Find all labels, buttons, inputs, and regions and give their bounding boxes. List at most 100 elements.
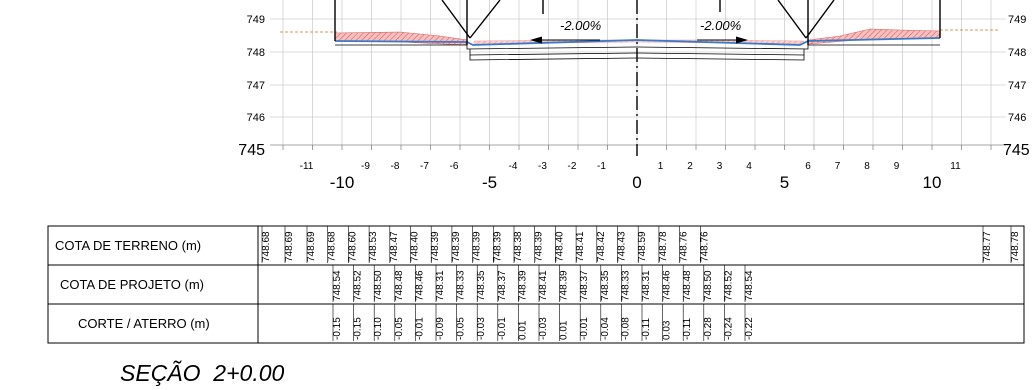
table-cell: 748.77	[982, 231, 993, 262]
offset-major-label: 0	[632, 173, 641, 192]
table-cell: -0.01	[579, 317, 590, 340]
table-cell: -0.28	[703, 317, 714, 340]
table-cell: 748.39	[492, 231, 503, 262]
table-cell: 0.01	[517, 320, 528, 340]
section-grid	[270, 0, 1006, 150]
table-cell: 748.54	[744, 270, 755, 301]
table-cell: 748.60	[347, 231, 358, 262]
section-title: SEÇÃO 2+0.00	[120, 360, 284, 386]
offset-major-label: 5	[780, 173, 789, 192]
table-cell: 748.31	[435, 270, 446, 301]
table-cell: 748.50	[373, 270, 384, 301]
left-brace-a	[441, 0, 471, 39]
table-cell: -0.15	[332, 317, 343, 340]
table-cell: 748.35	[476, 270, 487, 301]
table-cell: -0.05	[456, 317, 467, 340]
table-cell: -0.11	[641, 318, 652, 340]
table-cell: 748.39	[472, 231, 483, 262]
table-cell: 748.31	[641, 270, 652, 301]
table-cell: 748.42	[596, 231, 607, 262]
elev-right-748: 748	[1008, 47, 1026, 59]
table-cell: -0.04	[600, 317, 611, 340]
offset-minor-label: 6	[805, 161, 811, 172]
table-cell: 748.41	[538, 270, 549, 301]
table-cell: 748.39	[534, 231, 545, 262]
offset-minor-label: 11	[950, 161, 961, 172]
table-cell: 748.41	[575, 231, 586, 262]
left-slope-annotation: -2.00%	[530, 18, 601, 44]
table-cell: 748.47	[389, 231, 400, 262]
right-fill-area	[807, 28, 941, 45]
table-cell: -0.22	[744, 317, 755, 340]
table-cell: -0.03	[476, 317, 487, 340]
table-cell: 748.59	[637, 231, 648, 262]
table-cell: 748.40	[410, 231, 421, 262]
table-cell: -0.08	[620, 317, 631, 340]
table-cell: -0.03	[538, 317, 549, 340]
table-cell: 748.69	[306, 231, 317, 262]
table-cell: 748.68	[327, 231, 338, 262]
table-cell: 748.37	[497, 270, 508, 301]
table-cell: -0.05	[394, 317, 405, 340]
offset-major-label: 10	[923, 173, 942, 192]
table-cell: 748.69	[284, 231, 295, 262]
table-cell: 748.35	[600, 270, 611, 301]
table-cell: 748.53	[368, 231, 379, 262]
table-cell: 748.78	[1010, 231, 1021, 262]
right-brace-b	[805, 0, 835, 39]
offset-minor-label: 7	[835, 161, 841, 172]
table-cell: -0.15	[353, 317, 364, 340]
table-cell: 748.52	[723, 270, 734, 301]
offset-minor-label: 4	[746, 161, 752, 172]
elev-right-749: 749	[1008, 14, 1026, 26]
offset-minor-label: -3	[538, 161, 547, 172]
offset-minor-label: -11	[300, 161, 314, 172]
elev-left-747: 747	[247, 80, 265, 92]
table-cell: 748.39	[517, 270, 528, 301]
table-cell: 748.76	[699, 231, 710, 262]
offset-minor-label: 8	[864, 161, 870, 172]
offset-minor-label: -1	[597, 161, 606, 172]
offset-minor-label: 3	[717, 161, 723, 172]
table-cell: 748.39	[451, 231, 462, 262]
table-cell: 0.03	[662, 320, 673, 340]
row-label-corte-aterro: CORTE / ATERRO (m)	[78, 316, 210, 331]
table-cell: 748.39	[559, 270, 570, 301]
row-label-projeto: COTA DE PROJETO (m)	[60, 277, 204, 292]
elev-left-745: 745	[238, 142, 265, 159]
table-cell: -0.24	[723, 317, 734, 340]
table-cell: 748.39	[430, 231, 441, 262]
offset-minor-label: -6	[450, 161, 459, 172]
table-cell: -0.10	[373, 317, 384, 340]
offset-minor-label: 9	[894, 161, 900, 172]
offset-minor-label: 1	[658, 161, 664, 172]
data-table: COTA DE TERRENO (m) COTA DE PROJETO (m) …	[47, 225, 1025, 344]
table-cell: 748.54	[332, 270, 343, 301]
table-cell: 748.43	[617, 231, 628, 262]
elev-right-746: 746	[1008, 112, 1026, 124]
table-cell: 748.38	[513, 231, 524, 262]
table-cell: 748.48	[682, 270, 693, 301]
offset-minor-label: -7	[420, 161, 429, 172]
offset-minor-label: -2	[568, 161, 577, 172]
right-slope-annotation: -2.00%	[697, 18, 748, 44]
elev-left-749: 749	[247, 14, 265, 26]
offset-minor-label: -8	[391, 161, 400, 172]
table-cell: -0.09	[435, 317, 446, 340]
table-cell: 748.48	[394, 270, 405, 301]
table-cell: -0.01	[414, 317, 425, 340]
table-cell: -0.11	[682, 318, 693, 340]
elev-left-746: 746	[247, 112, 265, 124]
elev-right-747: 747	[1008, 80, 1026, 92]
left-slope-label: -2.00%	[560, 18, 601, 33]
table-cell: 748.46	[414, 270, 425, 301]
right-slope-label: -2.00%	[700, 18, 741, 33]
table-cell: 748.68	[261, 231, 272, 262]
right-brace-a	[777, 0, 807, 39]
row-label-terreno: COTA DE TERRENO (m)	[55, 238, 201, 253]
offset-minor-label: 2	[687, 161, 693, 172]
offset-major-label: -5	[482, 173, 497, 192]
table-cell: 748.40	[554, 231, 565, 262]
offset-major-label: -10	[330, 173, 355, 192]
